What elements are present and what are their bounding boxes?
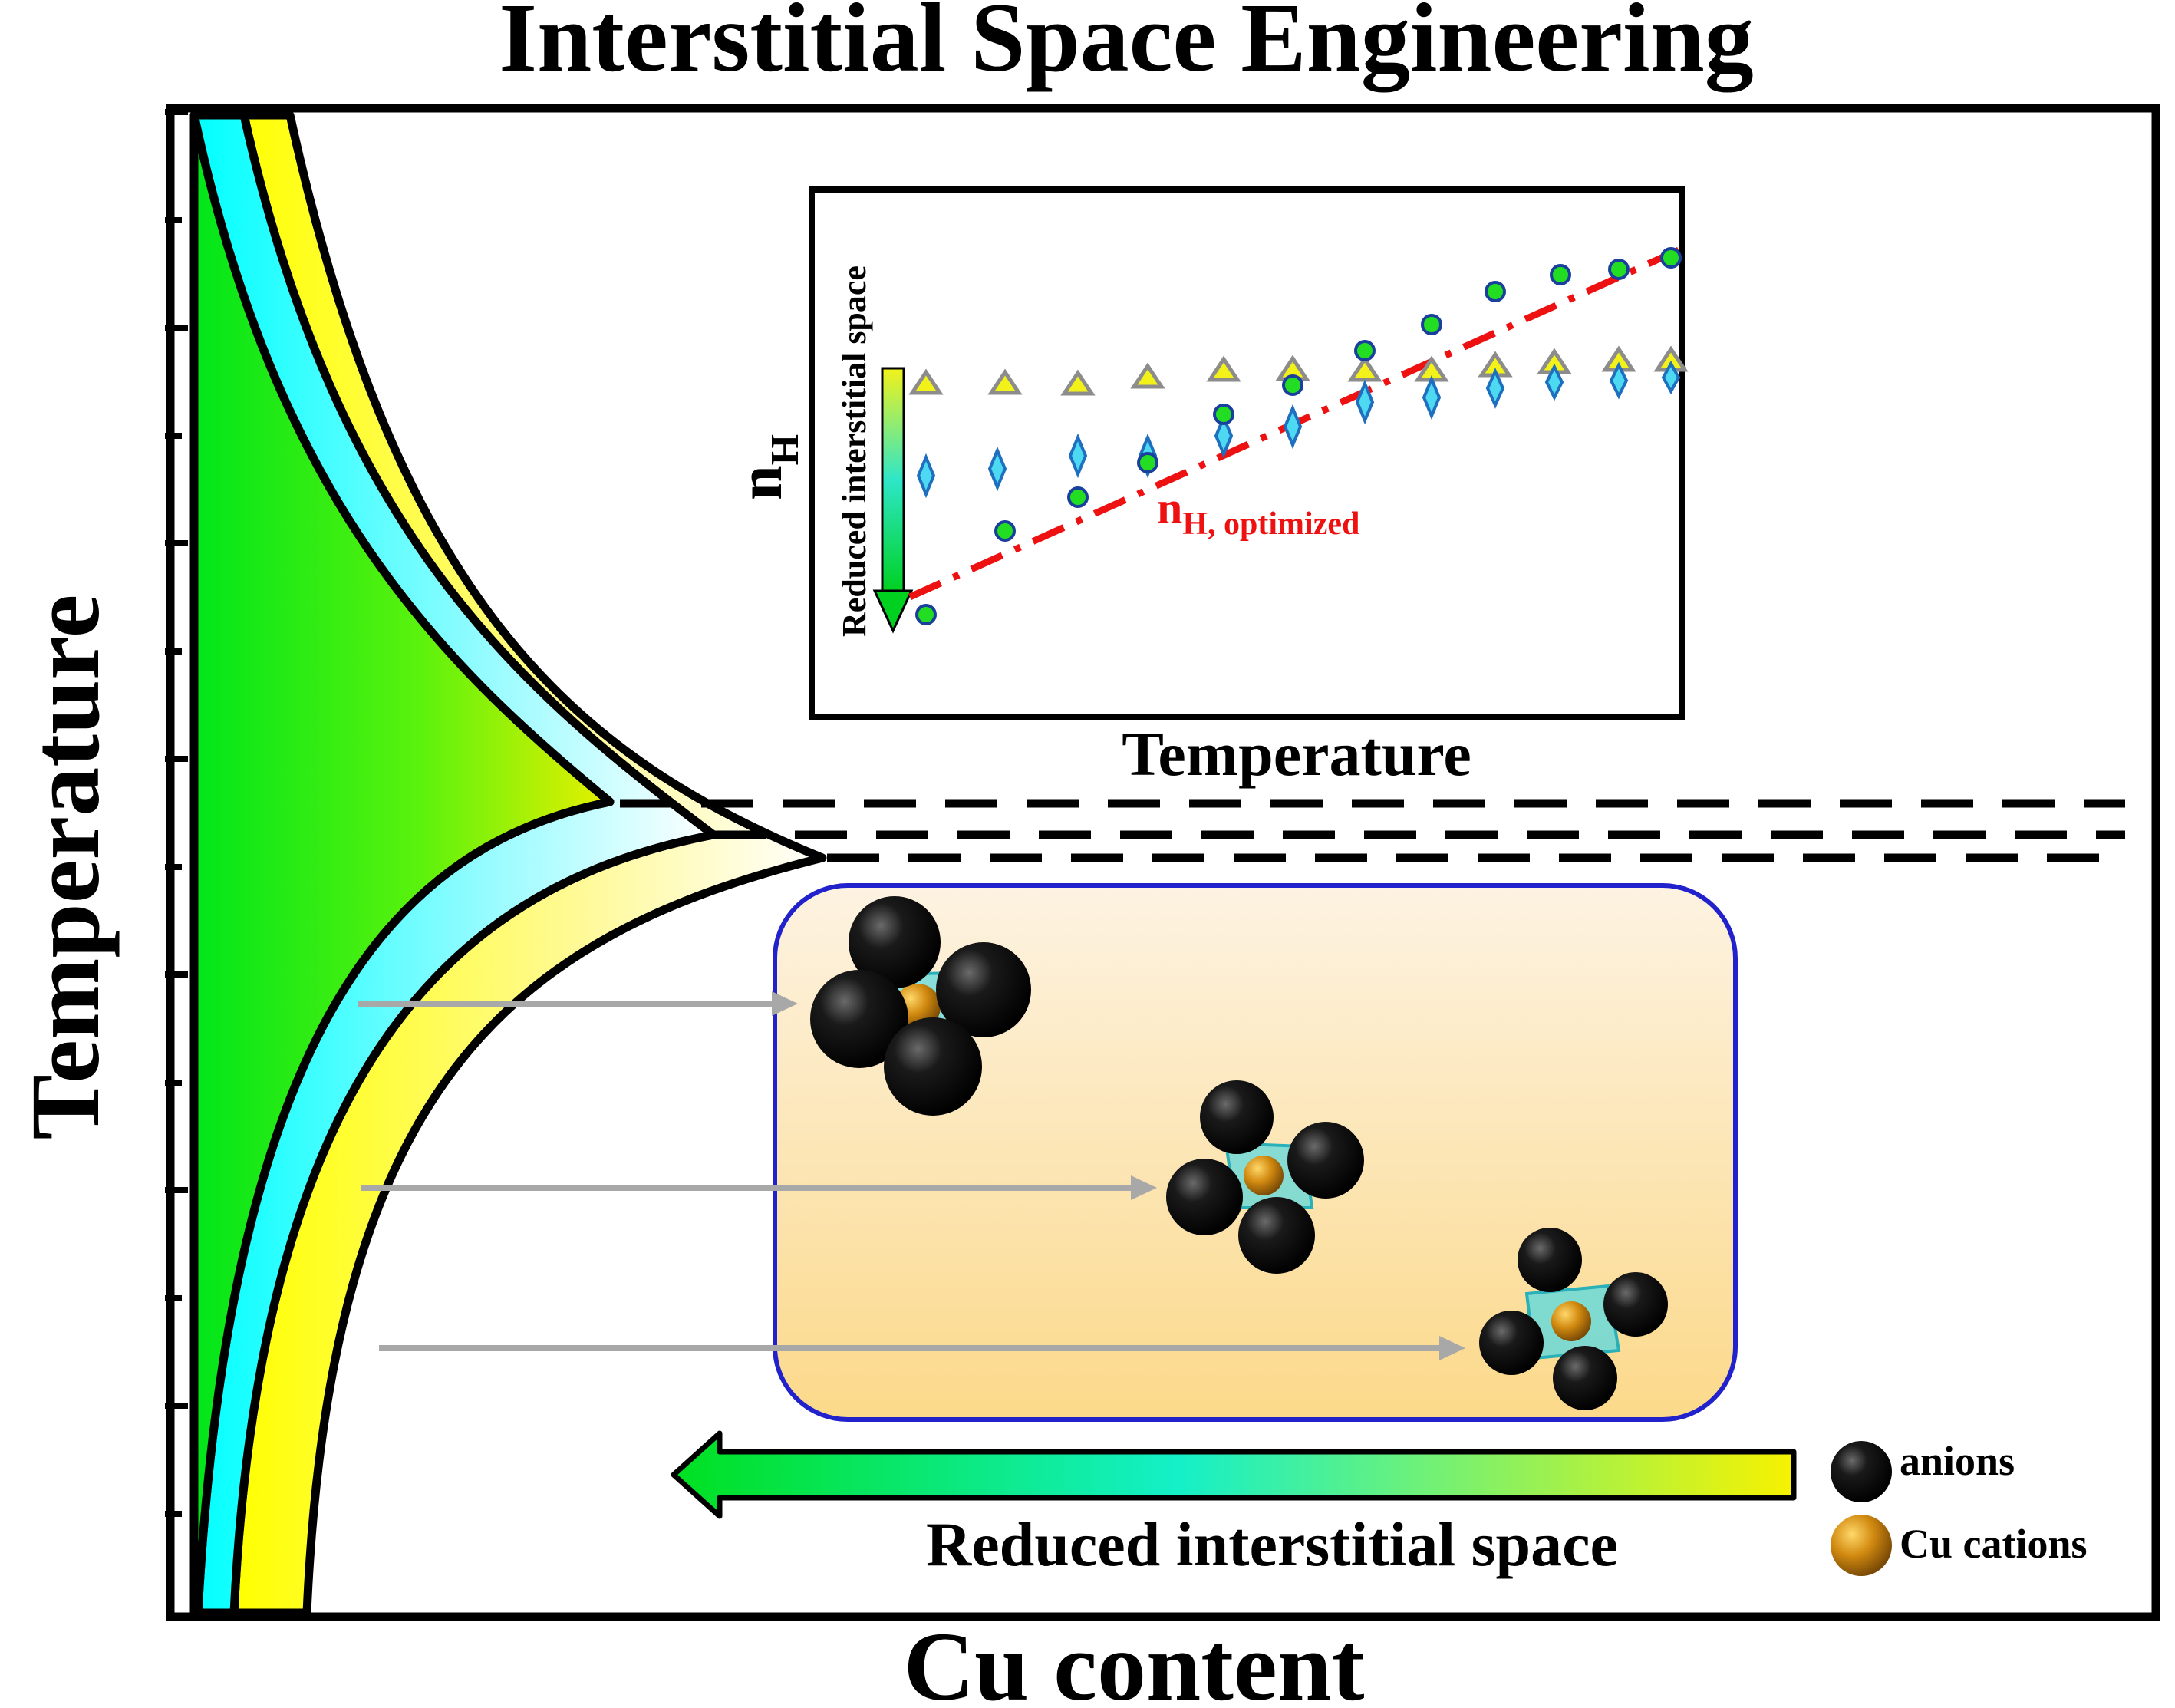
anion-cluster-large <box>810 896 1031 1116</box>
circle-marker <box>1608 259 1630 280</box>
circle-marker <box>994 520 1016 542</box>
circle-series <box>915 247 1682 625</box>
optimized-fit-label: nH, optimized <box>1157 483 1359 542</box>
cu-cation-legend-icon <box>1831 1515 1892 1576</box>
anion-sphere <box>1238 1197 1315 1274</box>
diamond-marker <box>1661 360 1681 395</box>
anion-sphere <box>810 970 908 1068</box>
phase-boundary-dashes <box>620 799 2125 862</box>
diamond-marker <box>916 453 936 499</box>
inset-arrow-shaft <box>881 367 905 594</box>
inset-x-label: Temperature <box>1122 719 1471 789</box>
legend-label-anions: anions <box>1900 1438 2015 1484</box>
anion-sphere <box>1479 1311 1544 1375</box>
diamond-series <box>916 360 1681 499</box>
circle-marker <box>1137 452 1158 473</box>
anion-sphere <box>884 1017 982 1116</box>
circle-marker <box>1550 264 1571 285</box>
circle-marker <box>915 604 937 625</box>
diamond-marker <box>1283 404 1303 450</box>
cu-cation-sphere <box>1551 1301 1591 1341</box>
main-plot-frame <box>166 104 2160 1621</box>
diamond-marker <box>1544 363 1564 401</box>
inset-arrow-label: Reduced interstitial space <box>835 265 873 637</box>
diamond-marker <box>1422 374 1442 420</box>
diamond-marker <box>987 446 1007 492</box>
triangle-marker <box>1206 355 1241 382</box>
legend: anions Cu cations <box>1831 1438 2088 1576</box>
circle-marker <box>1421 314 1442 335</box>
circle-marker <box>1282 374 1303 396</box>
pointer-arrows <box>358 991 1465 1360</box>
anion-cluster-small <box>1479 1228 1668 1410</box>
phase-region-green <box>189 110 615 1617</box>
y-axis-label: Temperature <box>11 595 120 1140</box>
legend-label-cu-cations: Cu cations <box>1900 1521 2088 1567</box>
triangle-marker <box>908 368 944 395</box>
circle-marker <box>1485 281 1506 302</box>
anion-sphere <box>1553 1346 1617 1410</box>
anion-sphere <box>1603 1272 1668 1337</box>
circle-marker <box>1067 486 1089 508</box>
anion-cluster-medium <box>1166 1080 1364 1274</box>
triangle-marker <box>987 368 1023 395</box>
x-axis-label: Cu content <box>904 1612 1365 1708</box>
diamond-marker <box>1609 361 1629 400</box>
y-axis-ticks <box>165 109 188 1517</box>
reduced-space-arrow-label: Reduced interstitial space <box>926 1509 1618 1579</box>
triangle-marker <box>1060 369 1096 396</box>
reduced-space-arrow <box>671 1430 1797 1519</box>
anion-sphere <box>1287 1122 1364 1199</box>
anion-sphere <box>1166 1159 1243 1235</box>
inset-y-label: nH <box>725 434 807 500</box>
diamond-marker <box>1214 413 1234 459</box>
figure-title: Interstitial Space Engineering <box>499 0 1754 92</box>
diamond-marker <box>1068 433 1088 479</box>
anion-legend-icon <box>1831 1441 1892 1502</box>
circle-marker <box>1354 340 1376 361</box>
circle-marker <box>1213 404 1234 425</box>
diamond-marker <box>1485 368 1505 409</box>
inset-frame <box>809 186 1685 720</box>
triangle-marker <box>1130 362 1165 389</box>
inset-arrow-head <box>872 589 914 634</box>
cu-cation-sphere <box>1244 1156 1284 1195</box>
inset-plot: Reduced interstitial space nH Temperatur… <box>725 186 1689 789</box>
anion-sphere <box>1518 1228 1582 1292</box>
anion-sphere <box>936 942 1031 1037</box>
circle-marker <box>1660 247 1682 269</box>
diamond-marker <box>1355 379 1375 425</box>
anion-sphere <box>1200 1080 1274 1154</box>
anion-sphere <box>849 896 941 988</box>
